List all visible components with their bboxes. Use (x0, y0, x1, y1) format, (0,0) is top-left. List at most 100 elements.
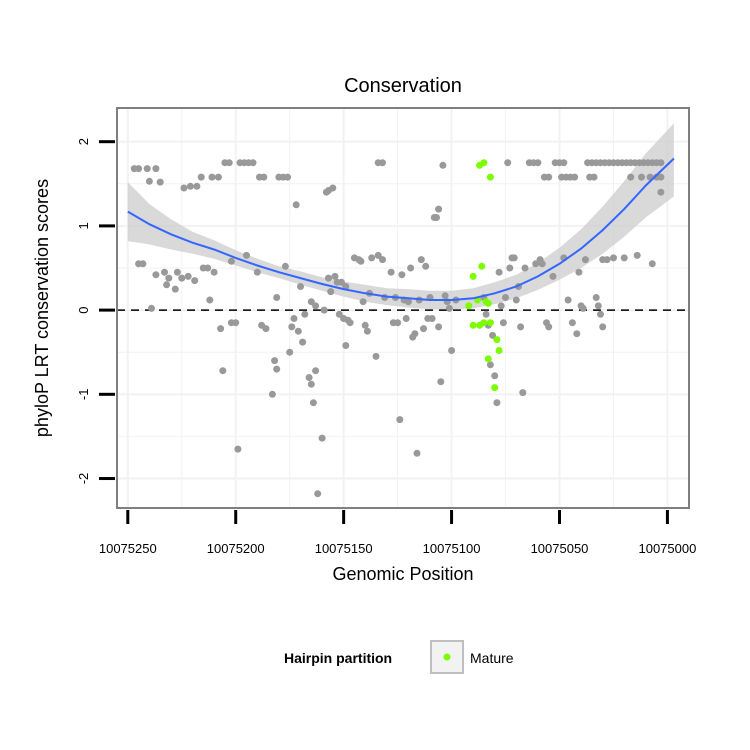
data-point-mature (486, 173, 494, 181)
data-point-other (573, 330, 581, 338)
data-point-other (329, 184, 337, 192)
data-point-other (243, 251, 250, 259)
data-point-mature (482, 298, 490, 306)
data-point-other (493, 399, 501, 407)
loess-line (127, 157, 675, 301)
data-point-other (163, 281, 171, 289)
data-point-mature (478, 262, 486, 270)
data-point-other (597, 310, 604, 318)
data-point-other (165, 274, 173, 282)
data-point-other (219, 367, 227, 375)
data-point-mature (486, 319, 494, 327)
data-point-other (191, 277, 199, 285)
data-point-other (320, 306, 328, 314)
x-axis-title: Genomic Position (332, 564, 473, 584)
data-point-other (314, 490, 322, 498)
data-point-other (534, 159, 542, 167)
data-point-other (318, 434, 326, 442)
data-point-other (271, 357, 279, 365)
data-point-other (413, 449, 421, 457)
grid (117, 108, 689, 508)
data-point-other (499, 319, 507, 327)
data-point-other (502, 294, 509, 301)
data-point-other (357, 257, 365, 265)
data-point-other (510, 254, 518, 262)
data-point-other (297, 283, 304, 290)
data-point-other (372, 352, 380, 360)
data-point-other (417, 256, 425, 264)
data-point-other (260, 173, 268, 181)
data-point-other (208, 173, 216, 181)
data-point-other (173, 268, 181, 276)
data-point-other (398, 271, 406, 279)
data-point-other (648, 260, 656, 268)
data-point-other (581, 256, 589, 264)
data-point-other (210, 268, 218, 276)
x-tick-label: 10075250 (99, 541, 157, 556)
data-point-mature (491, 384, 499, 392)
data-point-other (307, 298, 315, 306)
confidence-ribbon (127, 123, 674, 310)
data-point-other (288, 323, 296, 331)
data-point-other (482, 310, 490, 318)
data-point-other (301, 310, 309, 318)
x-tick-label: 10075000 (638, 541, 696, 556)
data-point-other (564, 296, 572, 304)
data-point-other (225, 159, 233, 167)
data-point-other (538, 260, 546, 268)
data-point-other (497, 302, 505, 310)
data-point-other (152, 271, 160, 279)
data-point-other (435, 205, 443, 213)
data-point-other (214, 173, 222, 181)
smooth-curve (127, 157, 675, 301)
data-point-other (411, 330, 419, 338)
data-point-other (590, 173, 598, 181)
data-point-other (387, 268, 395, 276)
data-point-other (519, 389, 527, 397)
y-tick-label: 0 (76, 306, 91, 313)
data-point-other (281, 262, 289, 270)
data-point-other (217, 325, 225, 333)
data-point-other (249, 159, 257, 167)
data-point-other (532, 260, 540, 268)
data-point-other (273, 365, 281, 373)
data-point-other (253, 268, 261, 276)
data-point-other (394, 319, 402, 327)
data-point-other (299, 338, 307, 346)
data-point-other (152, 165, 160, 173)
data-point-other (307, 380, 315, 388)
data-point-other (284, 173, 291, 181)
legend-mature-dot (443, 653, 451, 661)
data-point-other (227, 257, 235, 265)
y-tick-label: 2 (76, 138, 91, 145)
data-point-other (594, 302, 602, 310)
data-point-other (262, 325, 270, 333)
x-tick-label: 10075150 (315, 541, 373, 556)
data-point-other (657, 173, 665, 181)
data-point-other (549, 272, 557, 280)
data-point-other (491, 372, 499, 380)
panel-border (116, 107, 690, 509)
data-point-other (312, 302, 320, 310)
data-point-other (193, 182, 201, 190)
data-point-other (404, 298, 412, 306)
legend: Hairpin partition Mature (284, 640, 514, 674)
data-point-other (610, 254, 617, 262)
x-tick-label: 10075200 (207, 541, 265, 556)
data-point-other (517, 323, 525, 331)
y-axis: -2 -1 0 1 2 (76, 138, 115, 484)
data-point-other (579, 304, 587, 312)
data-point-other (445, 304, 453, 312)
data-point-mature (480, 319, 488, 327)
data-point-other (227, 319, 235, 327)
data-point-other (506, 264, 514, 272)
data-point-other (325, 274, 332, 282)
data-point-other (335, 310, 343, 318)
data-point-other (633, 251, 641, 259)
data-point-other (657, 159, 665, 167)
data-point-other (439, 161, 447, 169)
data-point-other (171, 285, 179, 293)
data-point-other (638, 173, 645, 181)
y-tick-label: -2 (76, 473, 91, 485)
